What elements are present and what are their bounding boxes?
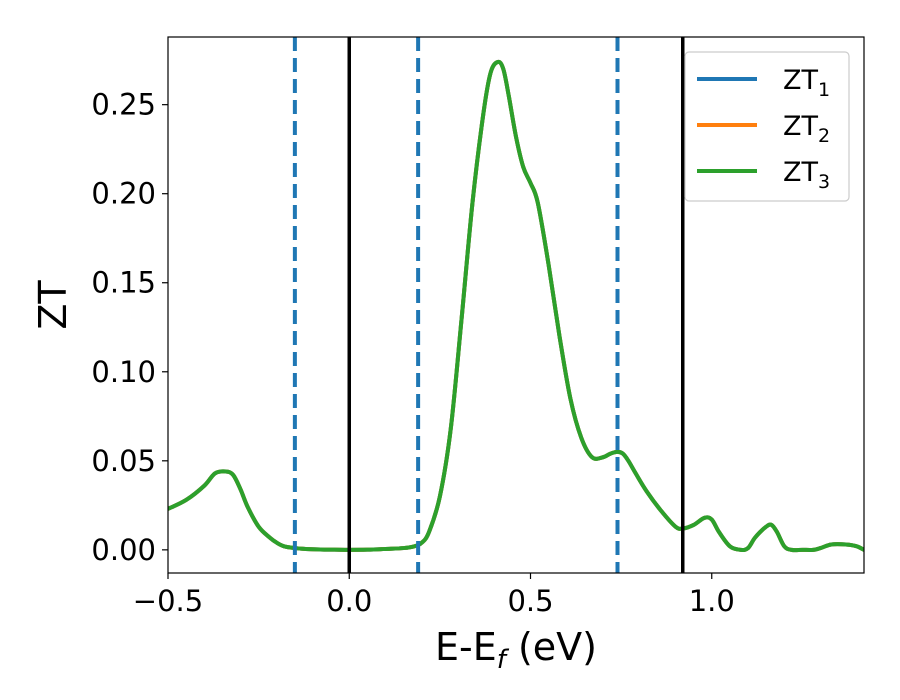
y-tick-label: 0.05 [91, 444, 156, 478]
x-axis-label-suffix: (eV) [506, 625, 597, 669]
y-tick-label: 0.15 [91, 266, 156, 300]
reference-lines-layer [292, 37, 685, 573]
x-axis-label-main: E-E [435, 625, 497, 669]
x-tick-label: 0.5 [507, 584, 553, 618]
plot-frame [167, 36, 865, 574]
x-tick-label: 0.0 [326, 584, 372, 618]
x-tick-label: 1.0 [689, 584, 735, 618]
y-tick-label: 0.00 [91, 533, 156, 567]
legend: ZT1 ZT2 ZT3 [684, 51, 850, 202]
legend-label-zt3: ZT3 [783, 157, 830, 193]
y-axis-label: ZT [31, 280, 75, 330]
legend-label-zt1: ZT1 [783, 65, 830, 101]
y-tick-label: 0.10 [91, 355, 156, 389]
y-tick-label: 0.20 [91, 177, 156, 211]
legend-label-zt2: ZT2 [783, 111, 830, 147]
legend-box [684, 51, 850, 202]
y-tick-label: 0.25 [91, 88, 156, 122]
x-tick-label: −0.5 [133, 584, 203, 618]
ticks-layer: −0.5 0.0 0.5 1.0 0.00 0.05 0.10 0.15 0.20 0.25 [91, 88, 734, 618]
x-axis-label: E-Ef (eV) [435, 625, 597, 675]
